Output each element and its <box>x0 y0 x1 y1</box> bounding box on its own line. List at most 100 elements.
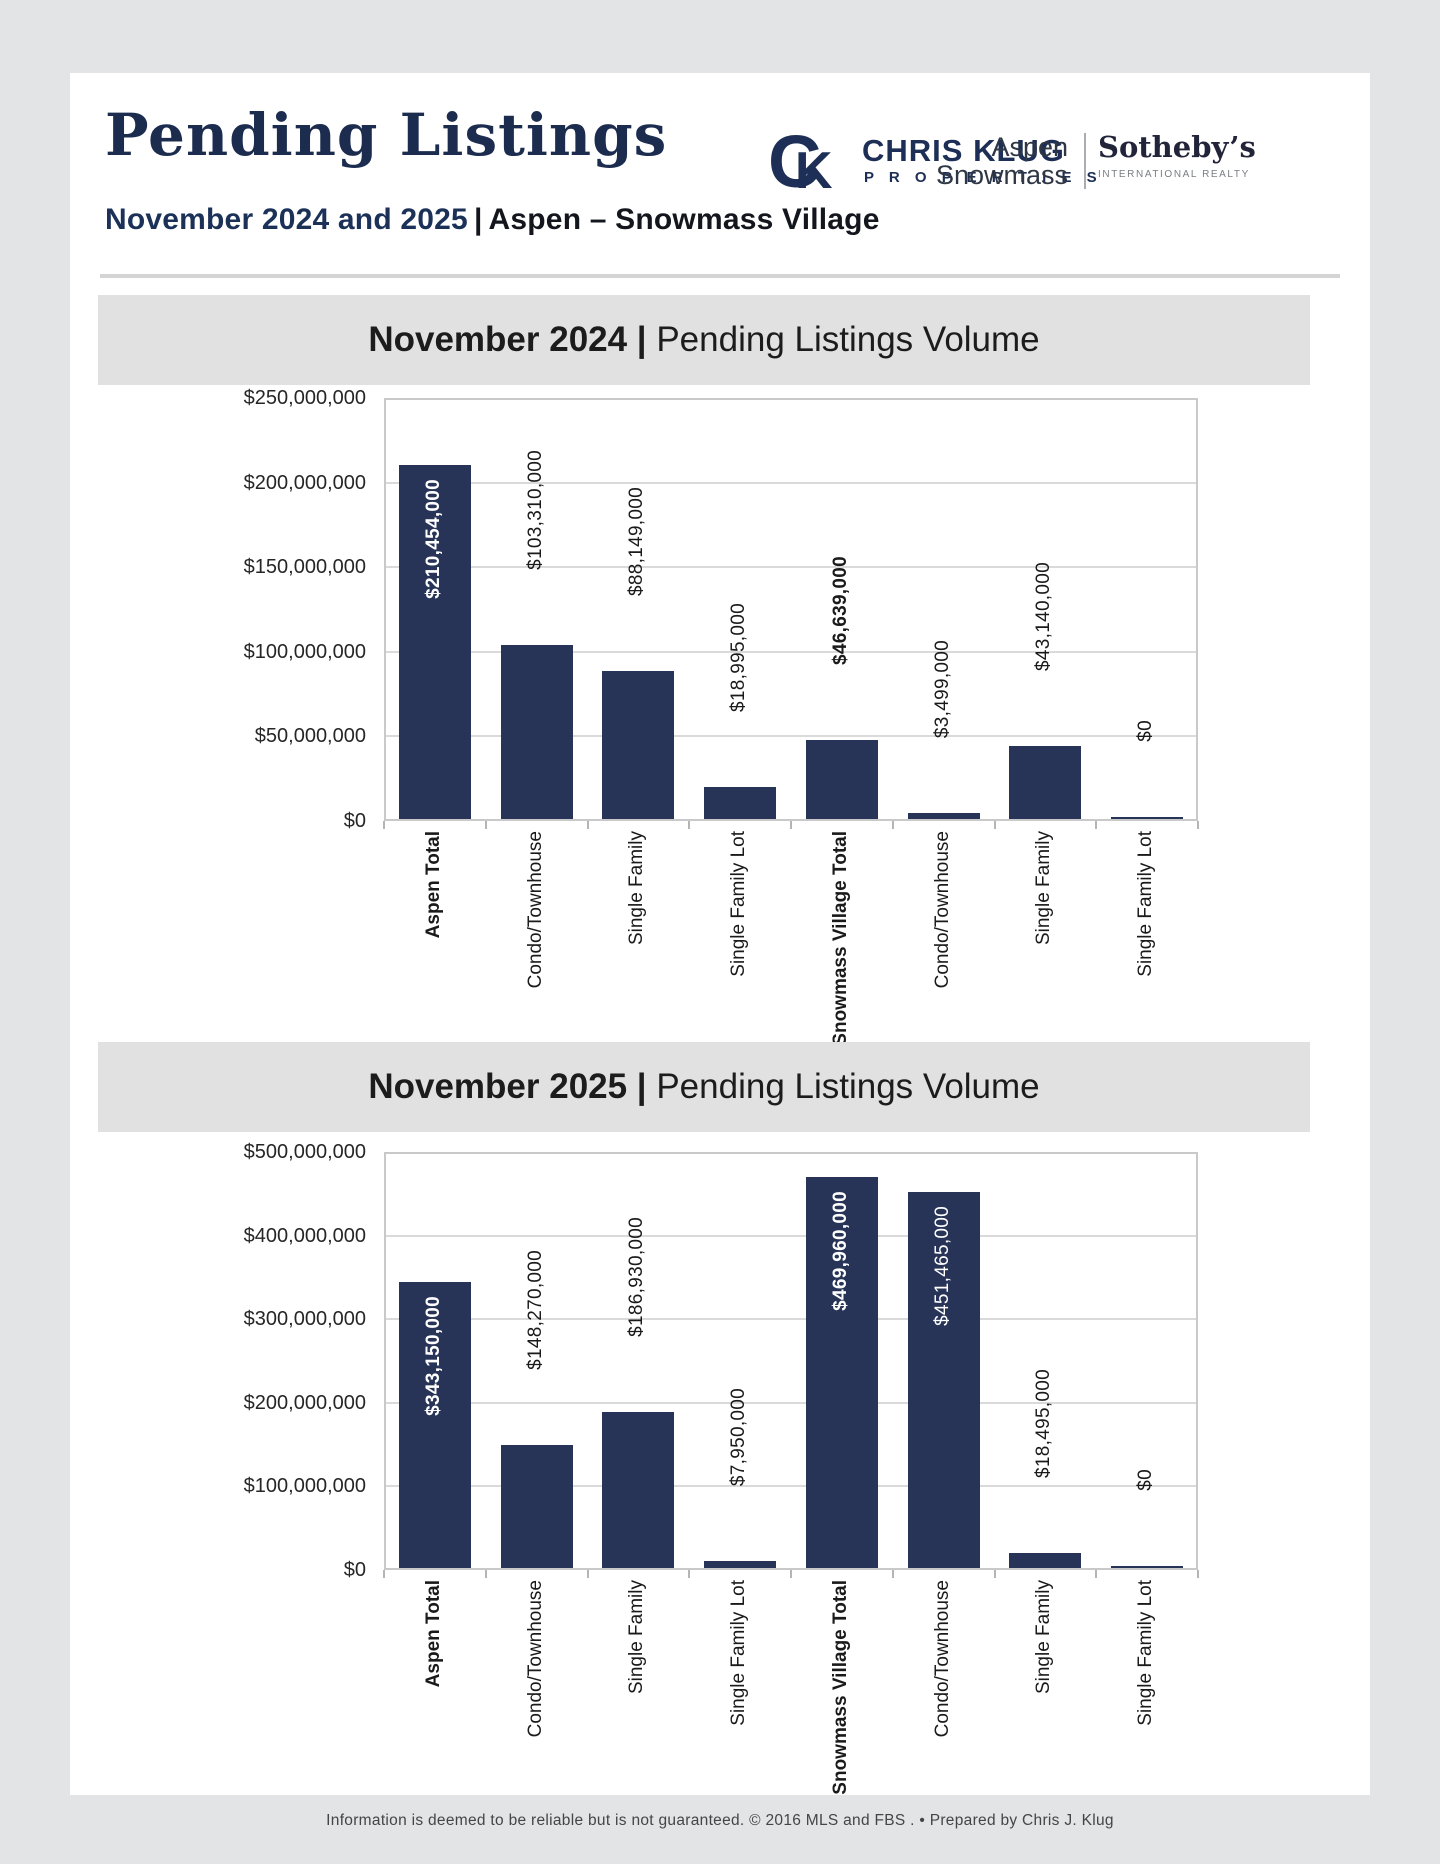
bar-value-label: $210,454,000 <box>423 479 444 599</box>
bar-single-family <box>602 671 674 819</box>
bar-condo-townhouse <box>908 813 980 819</box>
gridline <box>386 566 1196 569</box>
gridline <box>386 1234 1196 1237</box>
x-axis-category-label: Single Family <box>1033 831 1054 946</box>
x-axis-tick <box>1197 821 1199 829</box>
bar-single-family <box>602 1412 674 1568</box>
x-axis-tick <box>586 821 589 829</box>
x-axis-tick <box>790 821 792 829</box>
x-axis-tick <box>688 1570 691 1578</box>
chris-klug-monogram-icon: C K <box>768 125 860 199</box>
chris-klug-logo: C K CHRIS KLUG P R O P E R T I E S <box>768 125 1097 199</box>
page-title: Pending Listings <box>105 101 668 169</box>
bar-value-label: $343,150,000 <box>423 1296 444 1416</box>
bar-value-label: $46,639,000 <box>830 556 851 665</box>
gridline <box>386 481 1196 484</box>
logo-divider <box>1084 133 1086 189</box>
chart2-title-bar: November 2025 | Pending Listings Volume <box>98 1042 1310 1132</box>
x-axis-category-label: Single Family Lot <box>1135 831 1156 977</box>
sothebys-logo: Sotheby’s INTERNATIONAL REALTY <box>1098 131 1298 180</box>
x-axis-tick <box>891 1570 894 1578</box>
x-axis-tick <box>891 821 894 829</box>
y-axis-tick-label: $500,000,000 <box>243 1141 366 1163</box>
y-axis-tick-label: $200,000,000 <box>243 1391 366 1414</box>
subtitle-separator: | <box>473 203 483 236</box>
chris-klug-tagline: P R O P E R T I E S <box>864 169 1103 186</box>
x-axis-category-label: Condo/Townhouse <box>932 831 953 989</box>
bar-value-label: $43,140,000 <box>1033 562 1054 671</box>
bar-value-label: $186,930,000 <box>626 1217 647 1337</box>
y-axis-tick-label: $0 <box>343 1559 366 1581</box>
x-axis-category-label: Aspen Total <box>423 831 444 939</box>
gridline <box>386 1401 1196 1404</box>
chris-klug-name: CHRIS KLUG <box>862 133 1065 168</box>
header-divider <box>100 274 1340 278</box>
footer-disclaimer: Information is deemed to be reliable but… <box>326 1812 1114 1829</box>
monogram-c: C <box>768 120 822 203</box>
x-axis-tick <box>586 1570 589 1578</box>
x-axis-tick <box>1095 1570 1098 1578</box>
bar-single-family-lot <box>1111 817 1183 819</box>
x-axis-category-label: Single Family <box>626 831 647 946</box>
bar-single-family <box>1009 746 1081 819</box>
y-axis-tick-label: $100,000,000 <box>243 1475 366 1498</box>
x-axis-category-label: Snowmass Village Total <box>830 1580 851 1795</box>
bar-condo-townhouse <box>501 1445 573 1568</box>
bar-condo-townhouse <box>908 1192 980 1568</box>
bar-value-label: $88,149,000 <box>626 487 647 596</box>
x-axis-category-label: Condo/Townhouse <box>932 1580 953 1738</box>
bar-value-label: $0 <box>1135 1469 1156 1491</box>
subtitle-region: Aspen – Snowmass Village <box>488 203 880 236</box>
x-axis-category-label: Aspen Total <box>423 1580 444 1688</box>
bar-value-label: $18,495,000 <box>1033 1369 1054 1478</box>
x-axis-tick <box>688 821 691 829</box>
gridline <box>386 1485 1196 1488</box>
bar-value-label: $103,310,000 <box>525 450 546 570</box>
bar-aspen-total <box>399 1282 471 1568</box>
gridline <box>386 735 1196 738</box>
bar-value-label: $3,499,000 <box>932 639 953 738</box>
subtitle-period: November 2024 and 2025 <box>105 203 468 236</box>
bar-single-family <box>1009 1553 1081 1568</box>
bar-condo-townhouse <box>501 645 573 819</box>
bar-snowmass-village-total <box>806 1177 878 1568</box>
report-page: Pending Listings November 2024 and 2025 |… <box>70 73 1370 1795</box>
x-axis-category-label: Condo/Townhouse <box>525 831 546 989</box>
chart2-title-text: Pending Listings Volume <box>646 1067 1040 1106</box>
aspen-snowmass-logo: Aspen Snowmass <box>900 133 1068 189</box>
gridline <box>386 650 1196 653</box>
bar-value-label: $18,995,000 <box>728 603 749 712</box>
bar-single-family-lot <box>1111 1566 1183 1568</box>
bar-value-label: $7,950,000 <box>728 1387 749 1486</box>
bar-value-label: $0 <box>1135 720 1156 742</box>
bar-value-label: $148,270,000 <box>525 1250 546 1370</box>
x-axis-category-label: Single Family Lot <box>728 1580 749 1726</box>
x-axis-category-label: Condo/Townhouse <box>525 1580 546 1738</box>
chart1-title-period: November 2024 | <box>368 320 647 359</box>
y-axis-tick-label: $200,000,000 <box>243 471 366 494</box>
y-axis-tick-label: $300,000,000 <box>243 1308 366 1331</box>
y-axis-tick-label: $50,000,000 <box>254 725 366 748</box>
sothebys-name: Sotheby’s <box>1098 130 1256 164</box>
aspen-snowmass-line1: Aspen <box>991 132 1068 162</box>
x-axis-category-label: Single Family Lot <box>1135 1580 1156 1726</box>
x-axis-tick <box>993 1570 996 1578</box>
x-axis-category-label: Snowmass Village Total <box>830 831 851 1046</box>
y-axis-tick-label: $400,000,000 <box>243 1224 366 1247</box>
page-subtitle: November 2024 and 2025 | Aspen – Snowmass … <box>105 203 880 237</box>
chart1-title-text: Pending Listings Volume <box>646 320 1040 359</box>
aspen-snowmass-line2: Snowmass <box>935 160 1068 190</box>
x-axis-tick <box>790 1570 792 1578</box>
x-axis-category-label: Single Family <box>626 1580 647 1695</box>
y-axis-tick-label: $0 <box>343 810 366 832</box>
x-axis-tick <box>1095 821 1098 829</box>
x-axis-tick <box>383 1570 385 1578</box>
x-axis-tick <box>484 821 487 829</box>
bar-aspen-total <box>399 465 471 819</box>
x-axis-category-label: Single Family Lot <box>728 831 749 977</box>
y-axis-tick-label: $250,000,000 <box>243 387 366 409</box>
chart1-title-bar: November 2024 | Pending Listings Volume <box>98 295 1310 385</box>
bar-single-family-lot <box>704 787 776 819</box>
monogram-k: K <box>795 142 833 200</box>
